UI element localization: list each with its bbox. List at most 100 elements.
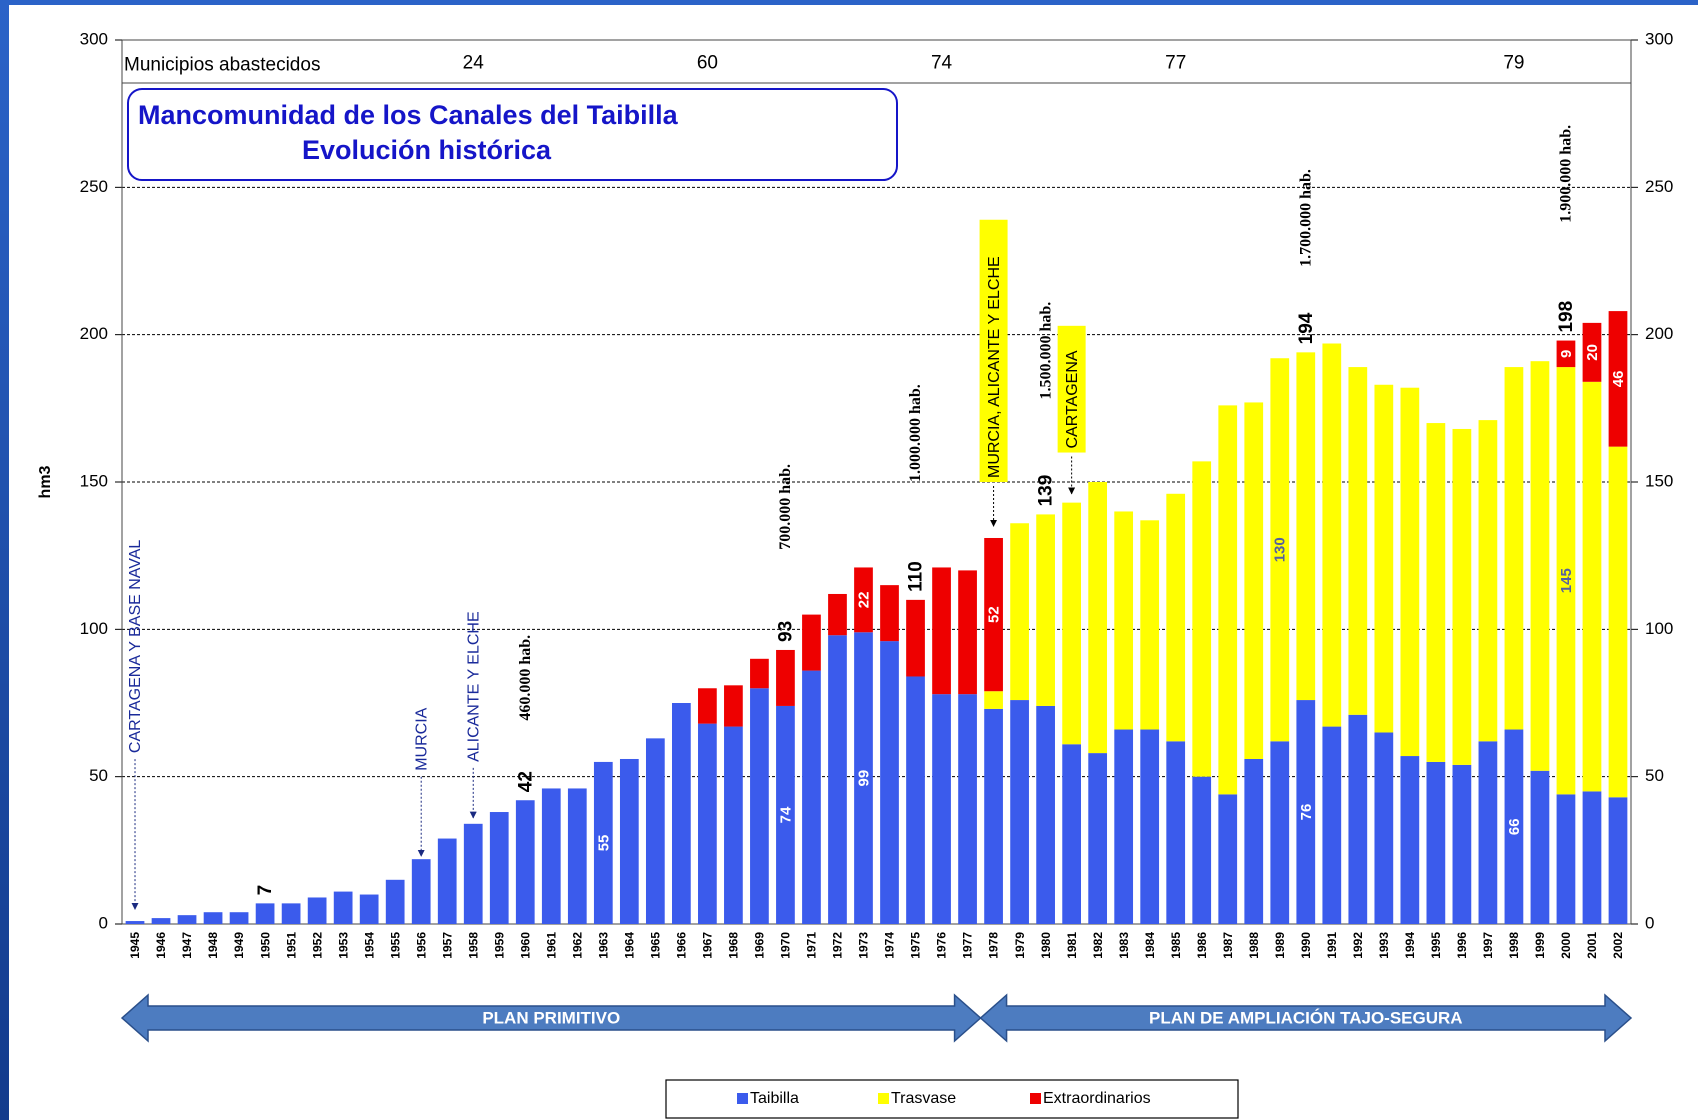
municipios-value: 77 [1165, 53, 1186, 74]
annotation: 1.500.000 hab. [1037, 302, 1054, 400]
bar-segment [229, 912, 249, 924]
bar-segment [1088, 482, 1108, 754]
value-label: 76 [1298, 804, 1315, 821]
bar-segment [750, 688, 769, 924]
value-label: 66 [1506, 818, 1523, 835]
bar-segment [828, 635, 847, 924]
municipios-label: Municipios abastecidos [124, 55, 320, 76]
bar-segment [1192, 461, 1212, 777]
y-tick-label: 250 [80, 177, 108, 196]
bar-segment [958, 570, 977, 695]
y-tick-label: 0 [99, 913, 108, 932]
bar-segment [1504, 729, 1524, 924]
annotation: 1.900.000 hab. [1558, 125, 1575, 223]
x-tick-label: 1957 [440, 932, 454, 959]
period-label: PLAN DE AMPLIACIÓN TAJO-SEGURA [1149, 1008, 1463, 1027]
x-tick-label: 1947 [180, 932, 194, 959]
total-label: 198 [1556, 301, 1577, 333]
chart-title: Mancomunidad de los Canales del Taibilla [138, 100, 679, 130]
x-tick-label: 1979 [1013, 932, 1027, 959]
legend [665, 1079, 1239, 1119]
total-label: 194 [1296, 312, 1317, 344]
bar-segment [437, 838, 457, 924]
x-tick-label: 1955 [388, 932, 402, 959]
value-label: 20 [1584, 344, 1601, 361]
x-tick-label: 1962 [570, 932, 584, 959]
bar-segment [1140, 729, 1160, 924]
x-tick-label: 1981 [1065, 932, 1079, 959]
x-tick-label: 1953 [336, 932, 350, 959]
bar-segment [1218, 794, 1238, 924]
bar-segment [1036, 514, 1055, 706]
x-tick-label: 1978 [987, 932, 1001, 959]
x-tick-label: 1976 [935, 932, 949, 959]
bar-segment [932, 694, 951, 924]
bar-segment [1218, 405, 1238, 795]
x-tick-label: 1998 [1507, 932, 1521, 959]
x-tick-label: 1989 [1273, 932, 1287, 959]
bar-segment [593, 761, 613, 924]
y2-tick-label: 150 [1645, 471, 1673, 490]
value-label: 52 [986, 606, 1003, 623]
legend-label: Extraordinarios [1043, 1090, 1151, 1107]
bar-segment [359, 894, 379, 924]
bar-segment [984, 537, 1003, 692]
bar-segment [802, 670, 821, 924]
bar-segment [1374, 732, 1394, 924]
bar-segment [1114, 729, 1134, 924]
y-tick-label: 50 [89, 766, 108, 785]
x-tick-label: 1974 [883, 932, 897, 959]
legend-swatch [737, 1093, 748, 1104]
period-arrow [979, 993, 1633, 1043]
bar-segment [880, 641, 899, 924]
annotation: 1.000.000 hab. [907, 384, 924, 482]
bar-segment [1270, 358, 1290, 742]
bar-segment [906, 599, 925, 677]
x-tick-label: 1949 [232, 932, 246, 959]
bar-segment [281, 903, 301, 924]
total-label: 139 [1036, 475, 1057, 507]
x-tick-label: 1948 [206, 932, 220, 959]
bar-segment [828, 593, 847, 636]
municipios-value: 60 [697, 53, 718, 74]
value-label: 130 [1272, 537, 1289, 562]
bar-segment [1426, 423, 1446, 762]
title-box [127, 88, 898, 181]
x-tick-label: 2000 [1559, 932, 1573, 959]
x-tick-label: 1969 [753, 932, 767, 959]
bar-segment [1010, 523, 1029, 701]
y2-tick-label: 0 [1645, 913, 1654, 932]
bar-segment [1556, 340, 1576, 368]
bar-segment [698, 688, 717, 724]
bar-segment [984, 691, 1003, 709]
bar-segment [1530, 770, 1550, 924]
y2-tick-label: 50 [1645, 766, 1664, 785]
municipios-value: 24 [463, 53, 485, 74]
bar-segment [1348, 367, 1368, 715]
x-tick-label: 1951 [284, 932, 298, 959]
annotation-box [979, 219, 1008, 482]
x-tick-label: 1984 [1143, 932, 1157, 959]
period-label: PLAN PRIMITIVO [482, 1008, 620, 1027]
x-tick-label: 1958 [466, 932, 480, 959]
bar-segment [1296, 352, 1316, 701]
bar-segment [619, 758, 639, 924]
value-label: 99 [855, 770, 872, 787]
x-tick-label: 1956 [414, 932, 428, 959]
bar-segment [1166, 741, 1186, 924]
municipios-value: 79 [1503, 53, 1524, 74]
annotation: CARTAGENA [1064, 350, 1081, 448]
bar-segment [1322, 343, 1342, 727]
bar-segment [724, 685, 743, 727]
bar-segment [1582, 791, 1602, 924]
annotation-box [1057, 325, 1086, 453]
bar-segment [385, 879, 405, 924]
bar-segment [1452, 428, 1472, 765]
bar-segment [802, 614, 821, 671]
bar-segment [463, 823, 483, 924]
bar-segment [1374, 384, 1394, 733]
legend-label: Trasvase [891, 1090, 956, 1107]
bar-segment [1140, 520, 1160, 730]
bar-segment [567, 788, 587, 924]
